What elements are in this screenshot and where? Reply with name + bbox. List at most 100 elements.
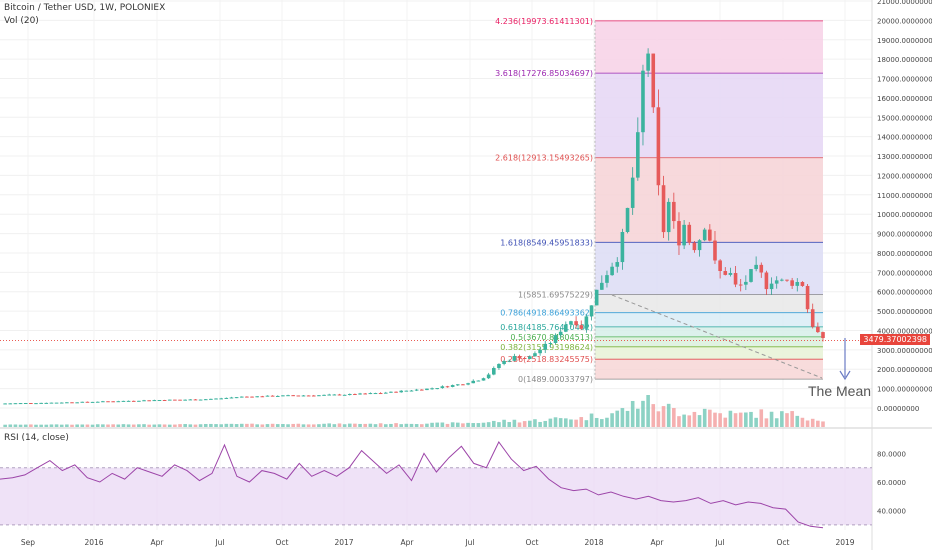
volume-bar — [708, 409, 712, 427]
candle — [306, 395, 311, 397]
candle — [455, 384, 460, 386]
volume-bar — [8, 424, 13, 427]
fib-level-label: 0.618(4185.76410402) — [500, 323, 593, 332]
x-tick-label: Oct — [777, 538, 790, 547]
candle — [131, 400, 136, 402]
volume-bar — [363, 423, 368, 427]
y-tick-label: 16000.00000000 — [877, 95, 932, 103]
candle — [281, 395, 285, 397]
candle — [522, 358, 527, 360]
volume-bar — [569, 419, 573, 427]
candle — [49, 402, 54, 404]
candle — [214, 398, 218, 400]
symbol-title: Bitcoin / Tether USD, 1W, POLONIEX — [4, 3, 166, 13]
candle — [152, 400, 157, 402]
volume-bar — [430, 422, 434, 427]
candle — [594, 289, 599, 306]
volume-bar — [419, 424, 424, 427]
candle — [3, 403, 7, 405]
volume-bar — [224, 423, 229, 427]
volume-bar — [75, 424, 79, 427]
candle — [810, 309, 815, 327]
volume-bar — [630, 400, 635, 427]
y-tick-label: 2000.00000000 — [877, 366, 932, 374]
volume-bar — [198, 424, 203, 427]
volume-bar — [13, 424, 18, 427]
volume-bar — [620, 408, 625, 427]
y-tick-label: 17000.00000000 — [877, 76, 932, 84]
candle — [229, 397, 234, 399]
volume-bar — [188, 424, 193, 427]
candle — [80, 401, 85, 403]
candle — [435, 388, 440, 390]
volume-bar — [486, 422, 491, 427]
volume-bar — [265, 424, 270, 427]
volume-bar — [723, 417, 728, 427]
candle — [75, 402, 79, 404]
volume-bar — [281, 424, 285, 427]
volume-label: Vol (20) — [4, 16, 39, 26]
candle — [461, 384, 465, 386]
candle — [733, 273, 738, 285]
volume-bar — [450, 422, 455, 427]
y-tick-label: 5000.00000000 — [877, 308, 932, 316]
y-tick-label: 19000.00000000 — [877, 37, 932, 45]
candle — [286, 395, 290, 397]
candle — [224, 397, 229, 399]
candle — [209, 398, 213, 400]
candle — [553, 335, 558, 344]
volume-bar — [672, 408, 676, 427]
candle — [558, 331, 563, 336]
candle — [111, 401, 115, 403]
candle — [147, 400, 151, 402]
candle — [476, 380, 481, 382]
candle — [759, 264, 764, 273]
volume-bar — [394, 423, 398, 427]
volume-bar — [121, 424, 126, 427]
volume-bar — [677, 416, 681, 427]
volume-bar — [317, 424, 321, 427]
candle — [749, 269, 753, 282]
candle — [692, 242, 697, 251]
candle — [101, 401, 105, 403]
candle — [666, 201, 671, 233]
candle — [137, 400, 141, 402]
rsi-tick-label: 80.0000 — [877, 450, 906, 458]
candle — [548, 343, 553, 345]
x-tick-label: Jul — [464, 538, 474, 547]
volume-bar — [65, 424, 69, 427]
volume-bar — [744, 412, 748, 427]
volume-bar — [178, 424, 182, 427]
candle — [121, 400, 126, 402]
candle — [584, 316, 589, 329]
volume-bar — [574, 419, 578, 427]
mean-trend-line — [611, 294, 823, 379]
candle — [630, 177, 635, 208]
candle — [363, 393, 368, 395]
rsi-band — [0, 467, 872, 525]
fib-zone — [595, 326, 823, 337]
rsi-tick-label: 40.0000 — [877, 508, 906, 516]
candle — [409, 390, 414, 392]
volume-bar — [234, 424, 239, 427]
volume-bar — [142, 424, 146, 427]
volume-bar — [239, 423, 244, 427]
volume-bar — [594, 417, 599, 427]
candle — [106, 401, 110, 403]
candle — [8, 403, 13, 405]
fib-level-label: 1.618(8549.45951833) — [500, 238, 593, 247]
volume-bar — [85, 424, 90, 427]
volume-bar — [111, 424, 115, 427]
volume-bar — [44, 424, 49, 427]
rsi-panel — [0, 441, 872, 529]
candle — [574, 321, 578, 326]
volume-bar — [193, 424, 198, 427]
volume-bar — [95, 424, 100, 427]
candle — [311, 395, 316, 397]
y-tick-label: 21000.00000000 — [877, 0, 932, 6]
volume-bar — [538, 421, 542, 427]
candle — [193, 399, 198, 401]
volume-bar — [579, 417, 584, 427]
candle — [728, 273, 733, 275]
